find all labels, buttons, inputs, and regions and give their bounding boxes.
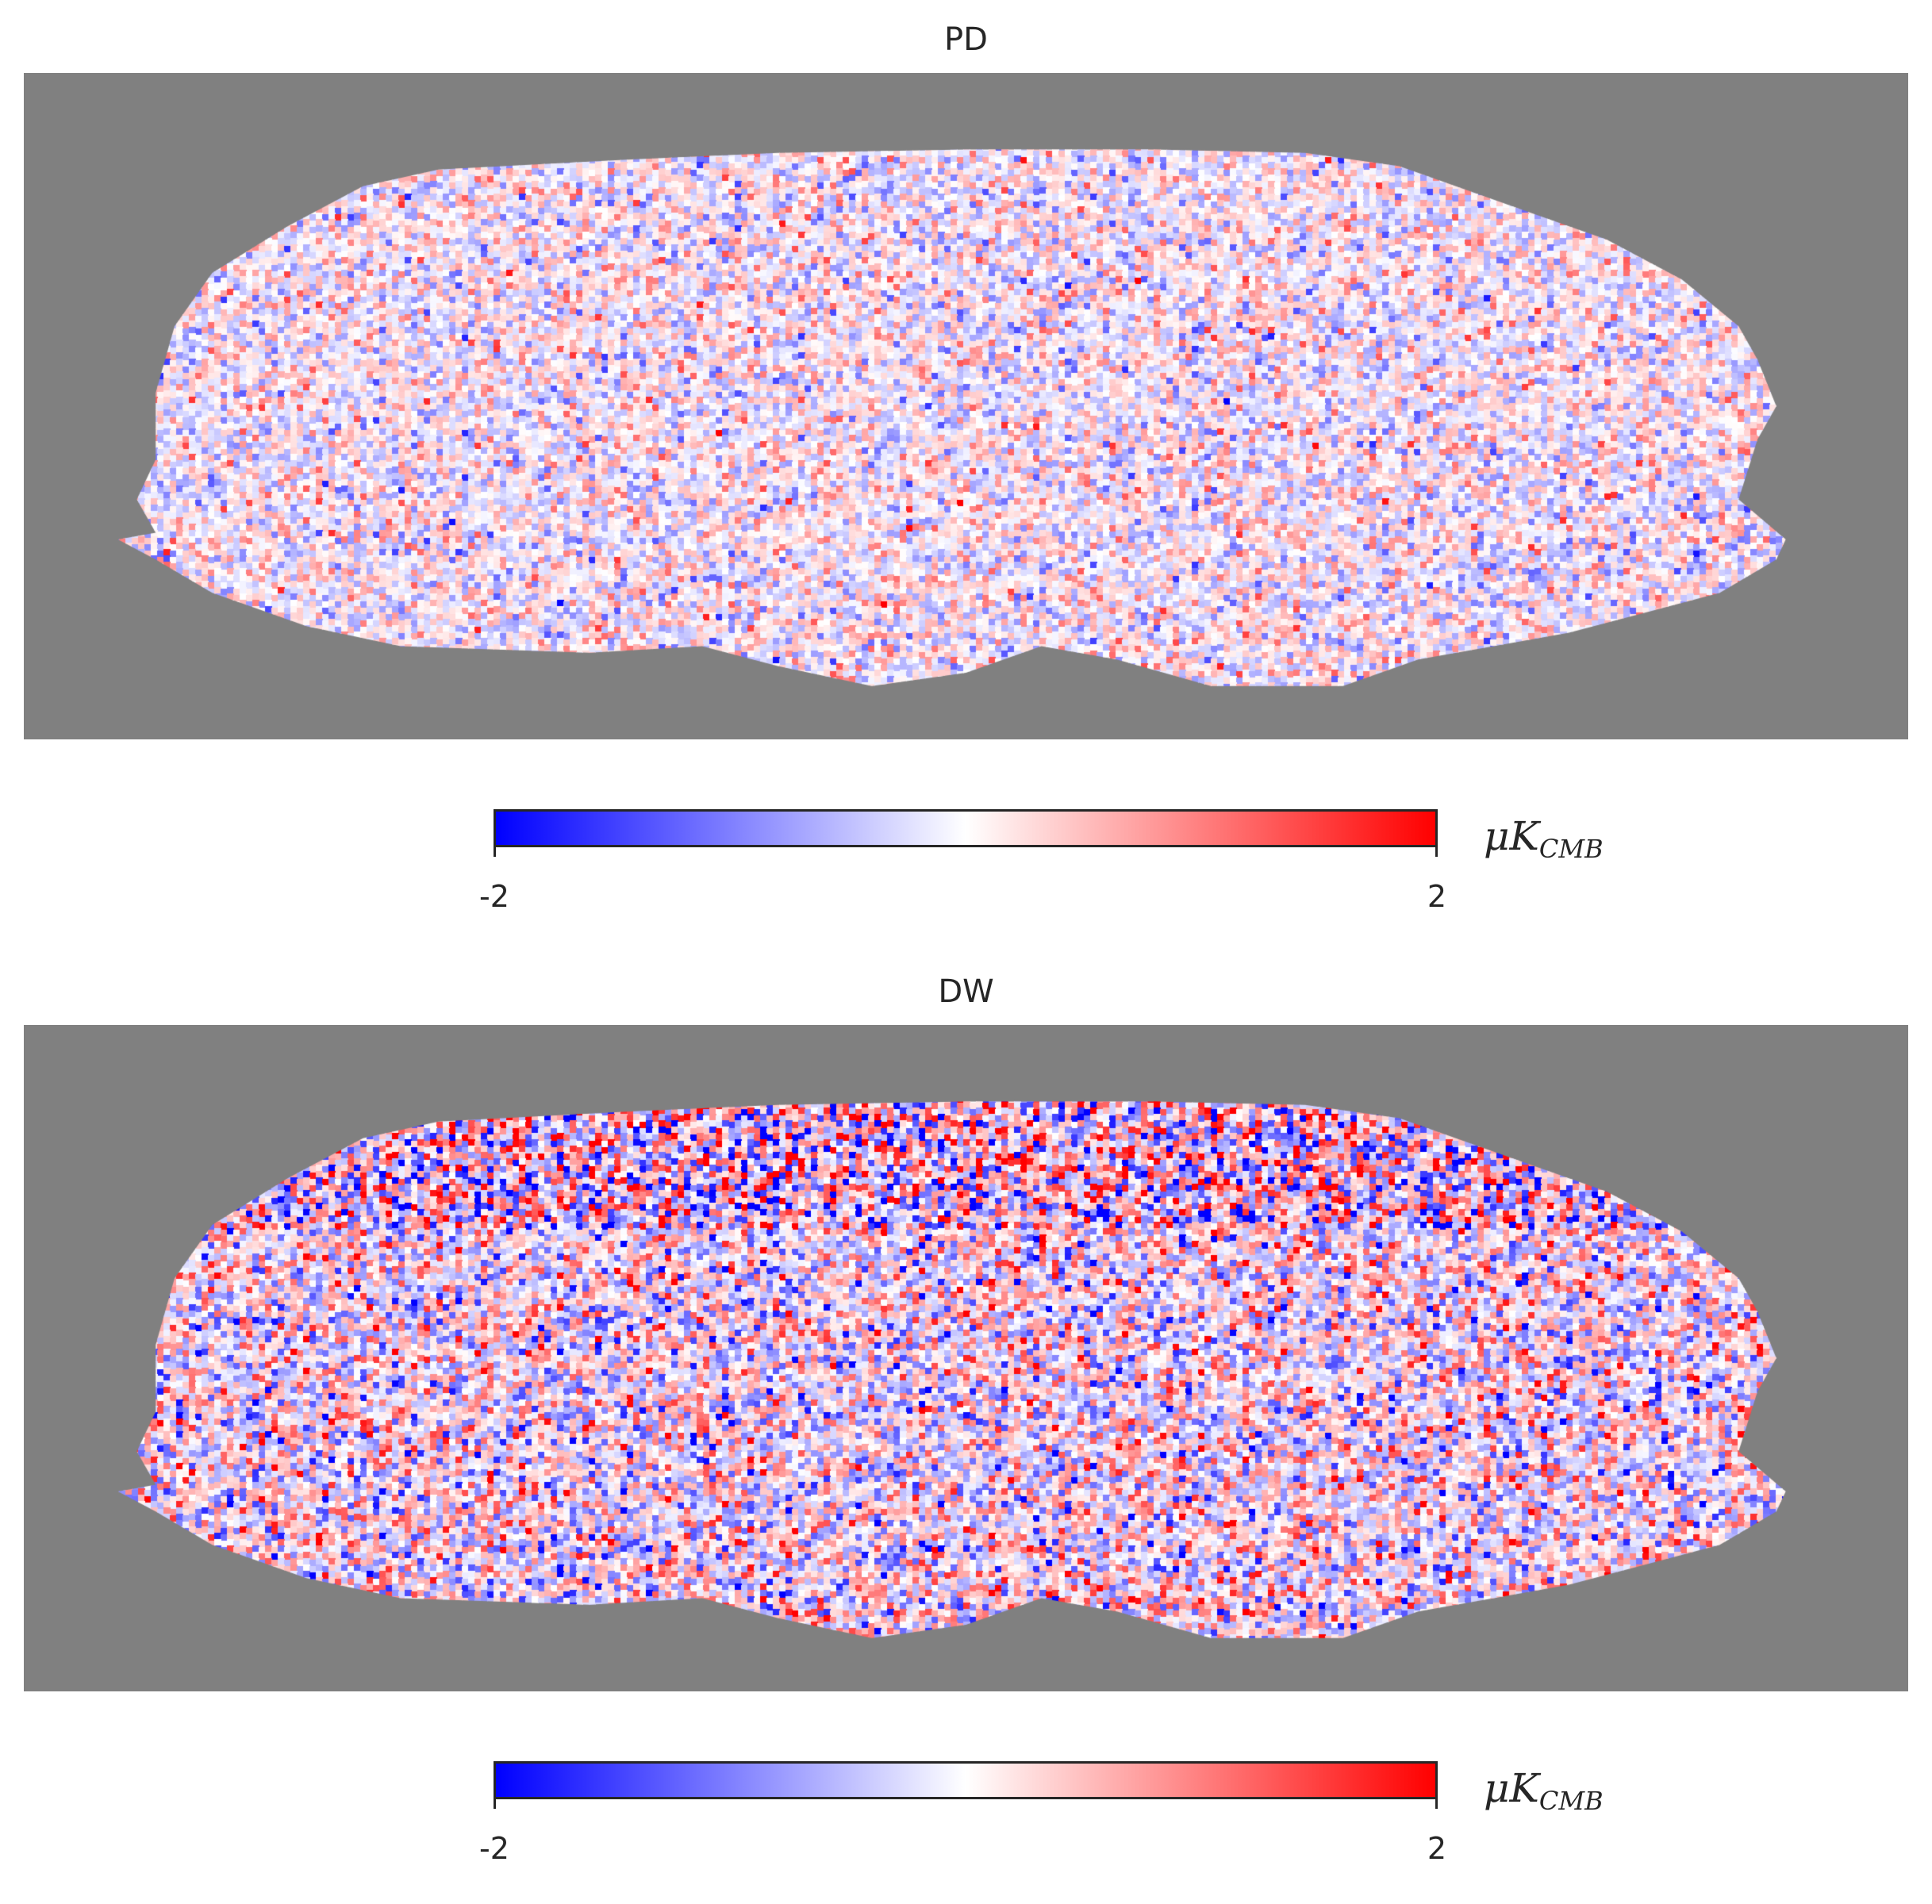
sky-map-frame	[24, 1025, 1908, 1691]
chart-title: PD	[944, 21, 988, 58]
sky-map-frame	[24, 73, 1908, 739]
sky-map-pixels	[24, 73, 1908, 739]
unit-subscript: CMB	[1538, 1786, 1604, 1816]
sky-map-pixels	[24, 1025, 1908, 1691]
map-panel-dw: DW -2 2 μKCMB	[0, 952, 1932, 1904]
colorbar-tick-min	[494, 846, 496, 857]
colorbar-tick-max	[1435, 846, 1438, 857]
unit-base: μK	[1484, 1765, 1539, 1811]
map-panel-pd: PD -2 2 μKCMB	[24, 21, 1908, 914]
colorbar-tick-max	[1435, 1798, 1438, 1809]
colorbar-tick-min	[494, 1798, 496, 1809]
colorbar	[494, 1761, 1438, 1799]
colorbar-unit-label: μKCMB	[1484, 813, 1604, 872]
colorbar	[494, 809, 1438, 847]
chart-title: DW	[938, 973, 994, 1010]
colorbar-tick-label-min: -2	[479, 879, 509, 914]
colorbar-unit-label: μKCMB	[1484, 1765, 1604, 1824]
colorbar-tick-label-max: 2	[1427, 879, 1447, 914]
unit-base: μK	[1484, 813, 1539, 859]
colorbar-tick-label-min: -2	[479, 1831, 509, 1866]
unit-subscript: CMB	[1538, 834, 1604, 864]
colorbar-tick-label-max: 2	[1427, 1831, 1447, 1866]
